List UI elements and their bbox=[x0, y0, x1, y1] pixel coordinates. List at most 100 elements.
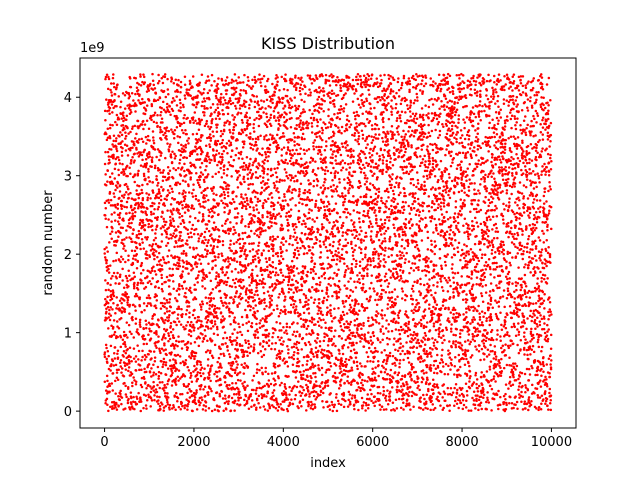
data-point bbox=[111, 123, 114, 127]
data-point bbox=[307, 355, 310, 359]
data-point bbox=[244, 100, 248, 104]
data-point bbox=[303, 189, 307, 192]
data-point bbox=[119, 365, 122, 368]
data-point bbox=[278, 259, 281, 263]
data-point bbox=[104, 207, 108, 210]
data-point bbox=[323, 208, 327, 212]
data-point bbox=[115, 320, 119, 323]
data-point bbox=[145, 119, 149, 123]
data-point bbox=[235, 366, 239, 369]
data-point bbox=[265, 112, 268, 115]
data-point bbox=[186, 405, 189, 408]
data-point bbox=[136, 328, 139, 331]
data-point bbox=[105, 98, 108, 101]
data-point bbox=[219, 134, 223, 138]
data-point bbox=[162, 258, 166, 261]
data-point bbox=[143, 358, 147, 361]
data-point bbox=[315, 238, 319, 241]
data-point bbox=[306, 165, 310, 168]
data-point bbox=[149, 396, 153, 400]
data-point bbox=[254, 171, 258, 174]
data-point bbox=[117, 326, 121, 330]
data-point bbox=[141, 211, 145, 214]
data-point bbox=[302, 370, 306, 373]
data-point bbox=[113, 177, 117, 180]
data-point bbox=[216, 114, 220, 117]
data-point bbox=[228, 314, 231, 318]
data-point bbox=[265, 341, 269, 345]
data-point bbox=[304, 294, 307, 298]
data-point bbox=[223, 83, 226, 87]
data-point bbox=[326, 249, 329, 253]
data-point bbox=[209, 349, 212, 353]
data-point bbox=[234, 382, 238, 385]
data-point bbox=[244, 205, 248, 208]
data-point bbox=[186, 346, 190, 349]
data-point bbox=[245, 207, 248, 211]
data-point bbox=[261, 179, 265, 183]
data-point bbox=[153, 270, 157, 273]
data-point bbox=[249, 157, 252, 161]
data-point bbox=[269, 272, 273, 275]
data-point bbox=[264, 91, 268, 94]
data-point bbox=[166, 367, 170, 370]
data-point bbox=[235, 178, 239, 181]
data-point bbox=[206, 151, 209, 155]
data-point bbox=[270, 404, 274, 407]
data-point bbox=[250, 291, 254, 294]
data-point bbox=[154, 92, 158, 95]
data-point bbox=[130, 92, 134, 95]
data-point bbox=[204, 248, 207, 251]
data-point bbox=[249, 182, 252, 186]
data-point bbox=[143, 367, 146, 371]
data-point bbox=[157, 205, 160, 209]
data-point bbox=[114, 206, 118, 209]
data-point bbox=[184, 291, 187, 295]
data-point bbox=[223, 164, 226, 167]
data-point bbox=[118, 275, 122, 278]
data-point bbox=[157, 286, 161, 290]
data-point bbox=[233, 399, 237, 403]
data-point bbox=[105, 374, 109, 378]
data-point bbox=[112, 302, 115, 305]
data-point bbox=[225, 383, 229, 387]
data-point bbox=[109, 232, 112, 236]
data-point bbox=[257, 235, 261, 239]
data-point bbox=[237, 372, 240, 375]
data-point bbox=[212, 221, 216, 224]
data-point bbox=[277, 376, 280, 380]
data-point bbox=[288, 111, 292, 114]
data-point bbox=[244, 163, 248, 167]
data-point bbox=[288, 385, 291, 389]
data-point bbox=[107, 158, 111, 162]
data-point bbox=[299, 147, 302, 150]
data-point bbox=[185, 308, 189, 312]
data-point bbox=[264, 107, 267, 110]
data-point bbox=[248, 106, 251, 110]
data-point bbox=[233, 259, 236, 262]
data-point bbox=[230, 396, 234, 400]
data-point bbox=[201, 398, 204, 402]
data-point bbox=[285, 393, 288, 397]
data-point bbox=[190, 380, 194, 384]
data-point bbox=[143, 308, 146, 312]
data-point bbox=[119, 231, 122, 235]
data-point bbox=[277, 122, 281, 126]
data-point bbox=[301, 373, 305, 376]
data-point bbox=[264, 153, 268, 156]
data-point bbox=[303, 85, 307, 89]
data-point bbox=[150, 213, 153, 216]
data-point bbox=[148, 180, 152, 183]
data-point bbox=[272, 394, 275, 398]
data-point bbox=[302, 127, 305, 131]
data-point bbox=[131, 262, 135, 266]
data-point bbox=[221, 279, 224, 283]
data-point bbox=[156, 383, 159, 387]
data-point bbox=[292, 357, 296, 361]
data-point bbox=[223, 124, 226, 127]
data-point bbox=[129, 226, 132, 229]
data-point bbox=[151, 189, 154, 192]
data-point bbox=[200, 104, 204, 108]
data-point bbox=[282, 237, 285, 240]
data-point bbox=[111, 172, 114, 175]
